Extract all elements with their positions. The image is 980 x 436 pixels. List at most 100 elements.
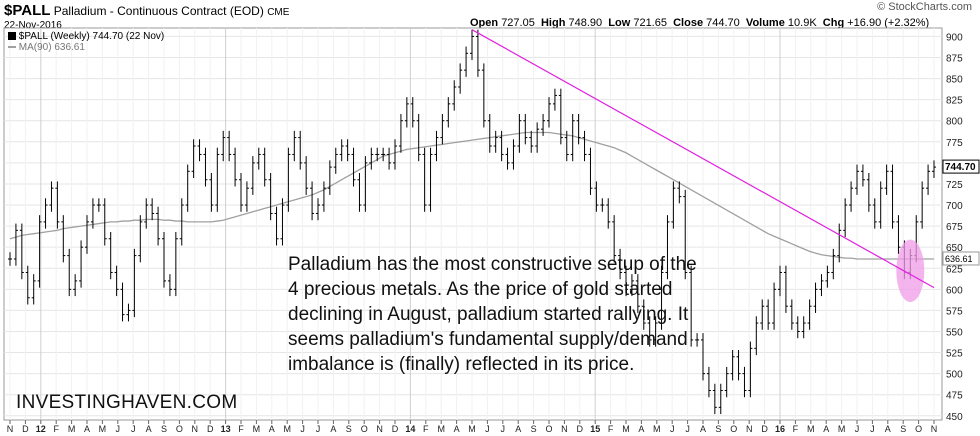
y-tick-label: 575: [946, 306, 963, 317]
x-tick-label: M: [468, 424, 476, 434]
high-value: 748.90: [568, 17, 603, 29]
y-tick-label: 550: [946, 327, 963, 338]
y-tick-label: 500: [946, 370, 963, 381]
x-tick-label: M: [283, 424, 291, 434]
y-tick-label: 625: [946, 264, 963, 275]
x-tick-label: N: [561, 424, 568, 434]
open-value: 727.05: [501, 17, 535, 29]
x-tick-label: J: [116, 424, 121, 434]
x-tick-label: D: [392, 424, 399, 434]
x-tick-label: A: [146, 424, 152, 434]
chart-date: 22-Nov-2016: [4, 20, 62, 31]
x-tick-label: J: [855, 424, 860, 434]
last-price-flag: [942, 159, 980, 174]
y-tick-label: 450: [946, 412, 963, 423]
x-tick-label: O: [545, 424, 552, 434]
x-tick-label: 13: [221, 424, 231, 434]
x-tick-label: J: [300, 424, 305, 434]
x-tick-label: M: [838, 424, 846, 434]
x-tick-label: J: [670, 424, 675, 434]
x-tick-label: J: [131, 424, 136, 434]
instrument-name: Palladium - Continuous Contract (EOD): [53, 4, 264, 18]
x-tick-label: S: [346, 424, 352, 434]
chart-header: $PALL Palladium - Continuous Contract (E…: [4, 2, 289, 19]
open-label: Open: [470, 17, 499, 29]
y-tick-label: 850: [946, 75, 963, 86]
chg-value: +16.90 (+2.32%): [847, 17, 930, 29]
symbol: $PALL: [4, 2, 51, 19]
x-tick-label: A: [269, 424, 275, 434]
highlight-circle: [896, 239, 925, 302]
x-tick-label: F: [53, 424, 59, 434]
x-tick-label: D: [22, 424, 29, 434]
x-tick-label: N: [931, 424, 938, 434]
x-tick-label: O: [915, 424, 922, 434]
last-price-flag-label: 744.70: [945, 162, 976, 173]
x-tick-label: N: [376, 424, 383, 434]
x-tick-label: F: [423, 424, 429, 434]
y-tick-label: 800: [946, 117, 963, 128]
x-tick-label: J: [501, 424, 506, 434]
x-tick-label: M: [437, 424, 445, 434]
y-tick-label: 675: [946, 222, 963, 233]
low-value: 721.65: [633, 17, 667, 29]
x-tick-label: S: [900, 424, 906, 434]
x-tick-label: 16: [775, 424, 785, 434]
x-tick-label: O: [730, 424, 737, 434]
exchange: CME: [267, 7, 290, 18]
x-tick-label: N: [746, 424, 753, 434]
legend-price-label: $PALL (Weekly) 744.70 (22 Nov): [18, 31, 165, 42]
y-tick-label: 900: [946, 32, 963, 43]
legend-ma: MA(90) 636.61: [8, 42, 85, 53]
x-tick-label: S: [531, 424, 537, 434]
x-tick-label: A: [700, 424, 706, 434]
volume-label: Volume: [745, 17, 785, 29]
ohlc-bar: Open 727.05 High 748.90 Low 721.65 Close…: [470, 17, 929, 29]
x-tick-label: A: [823, 424, 829, 434]
x-tick-label: S: [161, 424, 167, 434]
x-tick-label: M: [622, 424, 630, 434]
chg-label: Chg: [822, 17, 845, 29]
annotation-text: Palladium has the most constructive setu…: [288, 254, 697, 375]
x-tick-label: M: [253, 424, 261, 434]
x-tick-label: J: [485, 424, 490, 434]
volume-value: 10.9K: [787, 17, 817, 29]
legend-ma-swatch: [8, 46, 16, 49]
close-label: Close: [673, 17, 704, 29]
y-tick-label: 725: [946, 180, 963, 191]
x-tick-label: D: [761, 424, 768, 434]
ma-value-flag: [942, 251, 980, 266]
legend-price: $PALL (Weekly) 744.70 (22 Nov): [8, 31, 164, 42]
watermark: INVESTINGHAVEN.COM: [16, 392, 238, 413]
ma90-line: [9, 131, 934, 260]
x-tick-label: F: [608, 424, 614, 434]
downtrend-line: [471, 29, 935, 289]
x-tick-label: D: [577, 424, 584, 434]
x-tick-label: A: [885, 424, 891, 434]
y-tick-label: 775: [946, 138, 963, 149]
credit: © StockCharts.com: [877, 1, 972, 13]
low-label: Low: [608, 17, 631, 29]
x-tick-label: N: [192, 424, 199, 434]
x-tick-label: A: [84, 424, 90, 434]
x-tick-label: J: [316, 424, 321, 434]
y-tick-label: 700: [946, 201, 963, 212]
x-tick-label: M: [99, 424, 107, 434]
ma-value-flag-label: 636.61: [945, 254, 973, 264]
x-tick-label: 14: [405, 424, 415, 434]
x-tick-label: 15: [590, 424, 600, 434]
x-tick-label: 12: [36, 424, 46, 434]
x-tick-label: O: [361, 424, 368, 434]
x-tick-label: A: [515, 424, 521, 434]
x-tick-label: F: [793, 424, 799, 434]
x-tick-label: J: [870, 424, 875, 434]
y-tick-label: 825: [946, 96, 963, 107]
x-tick-label: F: [238, 424, 244, 434]
x-tick-label: J: [685, 424, 690, 434]
x-tick-label: D: [207, 424, 214, 434]
x-tick-label: O: [176, 424, 183, 434]
legend-ma-label: MA(90) 636.61: [18, 42, 85, 53]
close-value: 744.70: [706, 17, 740, 29]
y-tick-label: 650: [946, 243, 963, 254]
x-tick-label: M: [653, 424, 661, 434]
